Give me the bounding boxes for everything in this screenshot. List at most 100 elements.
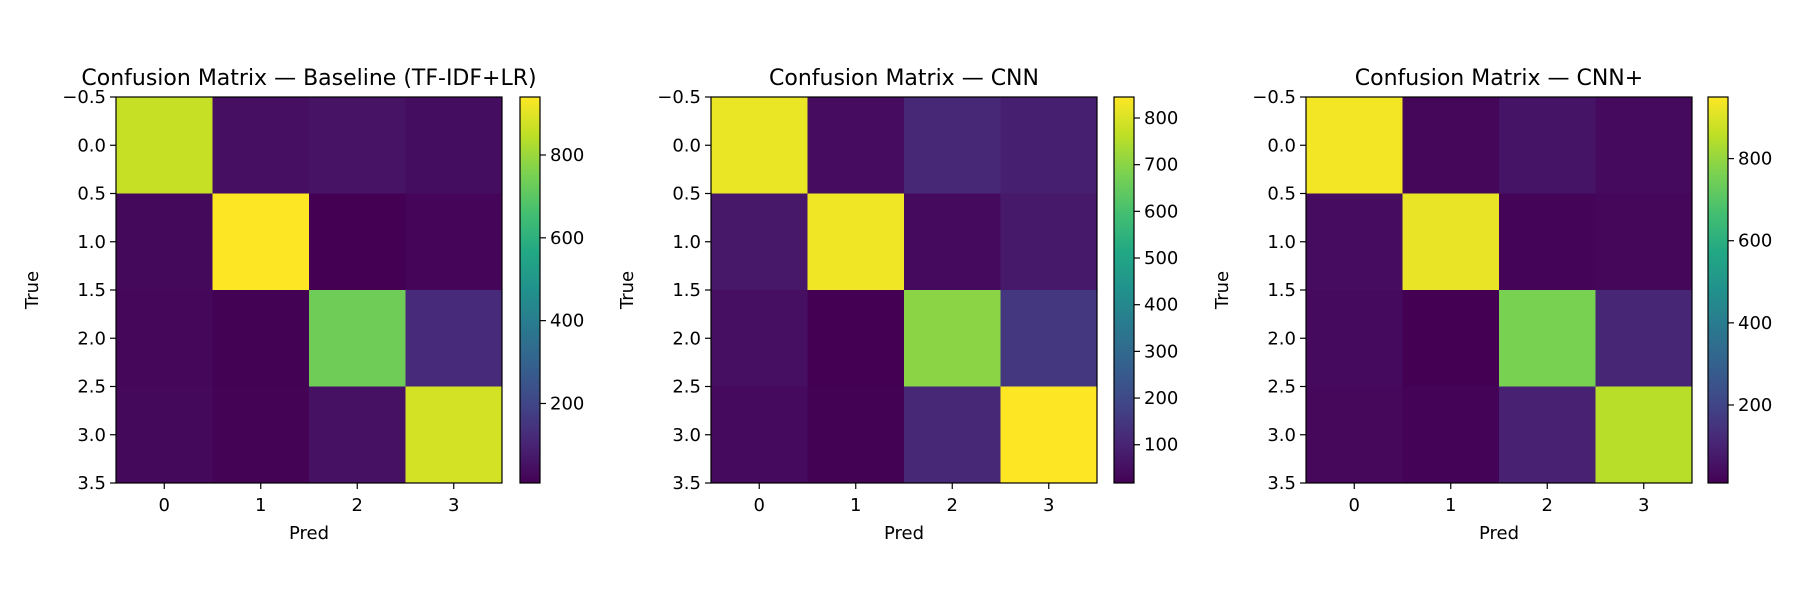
chart-title: Confusion Matrix — CNN+ xyxy=(1355,66,1643,91)
x-axis-label: Pred xyxy=(1479,523,1519,544)
y-tick-label: 1.5 xyxy=(1267,280,1296,301)
chart-title: Confusion Matrix — Baseline (TF-IDF+LR) xyxy=(81,66,536,91)
colorbar-tick-label: 800 xyxy=(550,145,584,166)
x-tick-label: 0 xyxy=(159,495,170,516)
colorbar-frame xyxy=(1707,96,1729,484)
x-tick-label: 3 xyxy=(1638,495,1649,516)
chart-panel-0: Confusion Matrix — Baseline (TF-IDF+LR) 0… xyxy=(22,66,584,544)
heatmap-cell-r2-c0 xyxy=(711,290,808,387)
colorbar xyxy=(1114,97,1134,483)
y-tick-label: −0.5 xyxy=(657,87,701,108)
y-tick-label: 0.5 xyxy=(1267,184,1296,205)
x-tick-label: 0 xyxy=(1349,495,1360,516)
y-tick-label: 3.5 xyxy=(1267,473,1296,494)
x-tick-label: 2 xyxy=(1542,495,1553,516)
colorbar-tick-label: 100 xyxy=(1144,435,1178,456)
colorbar-tick-label: 500 xyxy=(1144,248,1178,269)
x-tick-label: 1 xyxy=(1445,495,1456,516)
heatmap-cell-r2-c2 xyxy=(309,290,406,387)
y-tick-label: 3.0 xyxy=(1267,425,1296,446)
colorbar-tick-label: 400 xyxy=(550,311,584,332)
y-axis-label: True xyxy=(22,271,43,310)
colorbar-frame xyxy=(1113,96,1135,484)
heatmap-cell-r2-c2 xyxy=(904,290,1001,387)
heatmap-cell-r0-c0 xyxy=(1306,97,1403,194)
heatmap-cell-r3-c2 xyxy=(309,386,406,484)
heatmap-cell-r2-c0 xyxy=(1306,290,1403,387)
heatmap-cell-r3-c1 xyxy=(212,386,310,484)
y-tick-label: 2.0 xyxy=(77,328,106,349)
heatmap-cell-r2-c0 xyxy=(116,290,213,387)
x-tick-label: 1 xyxy=(255,495,266,516)
colorbar-tick-label: 700 xyxy=(1144,155,1178,176)
heatmap-cell-r1-c0 xyxy=(1306,193,1403,291)
y-tick-label: −0.5 xyxy=(62,87,106,108)
heatmap-cell-r0-c1 xyxy=(1402,97,1500,194)
y-tick-label: 1.5 xyxy=(77,280,106,301)
x-axis-label: Pred xyxy=(884,523,924,544)
heatmap-cell-r0-c0 xyxy=(116,97,213,194)
heatmap-cell-r1-c3 xyxy=(1595,193,1693,291)
x-tick-label: 2 xyxy=(947,495,958,516)
heatmap-cell-r0-c3 xyxy=(405,97,503,194)
heatmap-cell-r2-c3 xyxy=(1000,290,1098,387)
heatmap-cell-r1-c2 xyxy=(1499,193,1596,291)
x-tick-label: 1 xyxy=(850,495,861,516)
y-tick-label: 2.5 xyxy=(1267,377,1296,398)
colorbar-tick-label: 800 xyxy=(1738,149,1772,170)
y-tick-label: 1.0 xyxy=(1267,232,1296,253)
colorbar-tick-label: 400 xyxy=(1738,313,1772,334)
heatmap-cell-r2-c1 xyxy=(212,290,310,387)
colorbar-tick-label: 800 xyxy=(1144,108,1178,129)
heatmap-cell-r2-c1 xyxy=(1402,290,1500,387)
y-axis-label: True xyxy=(617,271,638,310)
colorbar-tick-label: 200 xyxy=(550,393,584,414)
colorbar-tick-label: 600 xyxy=(1738,231,1772,252)
y-tick-label: 0.0 xyxy=(77,135,106,156)
y-tick-label: 1.5 xyxy=(672,280,701,301)
y-tick-label: 0.5 xyxy=(77,184,106,205)
colorbar-frame xyxy=(519,96,541,484)
heatmap-cell-r2-c1 xyxy=(807,290,905,387)
y-tick-label: 3.5 xyxy=(77,473,106,494)
heatmap-cell-r3-c2 xyxy=(1499,386,1596,484)
heatmap-cell-r1-c3 xyxy=(405,193,503,291)
heatmap-cell-r1-c1 xyxy=(212,193,310,291)
y-tick-label: 2.5 xyxy=(672,377,701,398)
heatmap-cell-r0-c3 xyxy=(1595,97,1693,194)
heatmap-cell-r0-c3 xyxy=(1000,97,1098,194)
x-tick-label: 2 xyxy=(352,495,363,516)
colorbar-tick-label: 600 xyxy=(1144,201,1178,222)
x-tick-label: 3 xyxy=(1043,495,1054,516)
heatmap-cell-r1-c0 xyxy=(116,193,213,291)
heatmap-cell-r1-c0 xyxy=(711,193,808,291)
y-tick-label: 2.0 xyxy=(1267,328,1296,349)
y-tick-label: 3.5 xyxy=(672,473,701,494)
heatmap-cell-r0-c1 xyxy=(212,97,310,194)
y-tick-label: 3.0 xyxy=(77,425,106,446)
y-tick-label: 0.0 xyxy=(672,135,701,156)
colorbar xyxy=(1708,97,1728,483)
heatmap-cell-r2-c3 xyxy=(405,290,503,387)
heatmap-cell-r3-c0 xyxy=(711,386,808,484)
heatmap-cell-r0-c2 xyxy=(309,97,406,194)
heatmap-cell-r3-c0 xyxy=(1306,386,1403,484)
y-tick-label: 1.0 xyxy=(77,232,106,253)
chart-title: Confusion Matrix — CNN xyxy=(769,66,1039,91)
chart-panel-1: Confusion Matrix — CNN 0 1 2 3 −0.5 0.0 0.5 1.0 1… xyxy=(617,66,1178,544)
y-tick-label: 1.0 xyxy=(672,232,701,253)
x-tick-label: 0 xyxy=(754,495,765,516)
heatmap-cell-r0-c2 xyxy=(1499,97,1596,194)
y-axis-label: True xyxy=(1212,271,1233,310)
x-axis-label: Pred xyxy=(289,523,329,544)
y-tick-label: 2.0 xyxy=(672,328,701,349)
colorbar-tick-label: 400 xyxy=(1144,295,1178,316)
y-tick-label: −0.5 xyxy=(1252,87,1296,108)
x-tick-label: 3 xyxy=(448,495,459,516)
heatmap-cell-r3-c1 xyxy=(1402,386,1500,484)
y-tick-label: 3.0 xyxy=(672,425,701,446)
y-tick-label: 0.5 xyxy=(672,184,701,205)
colorbar-tick-label: 600 xyxy=(550,228,584,249)
heatmap-cell-r2-c2 xyxy=(1499,290,1596,387)
colorbar-tick-label: 300 xyxy=(1144,341,1178,362)
